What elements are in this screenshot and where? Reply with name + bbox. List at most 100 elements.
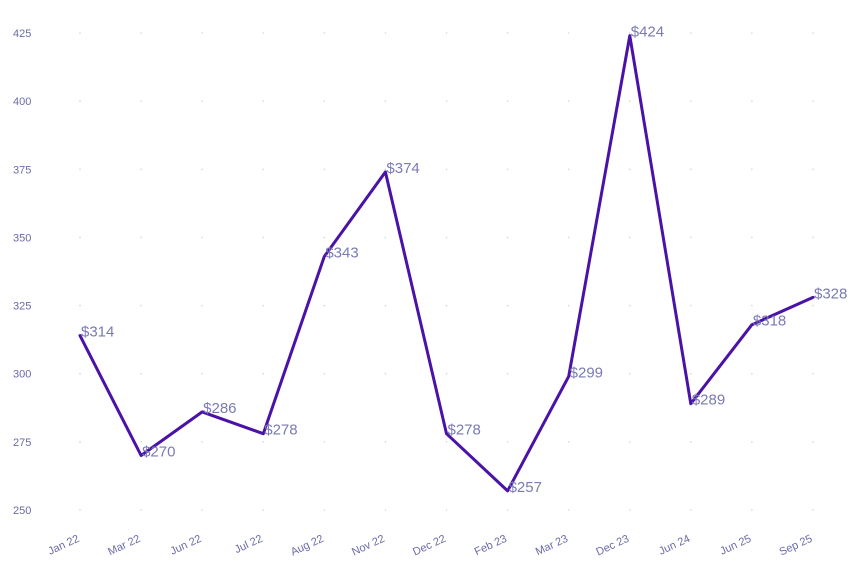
x-tick-label: Jan 22 <box>46 533 81 558</box>
grid-dot <box>79 100 81 102</box>
data-label: $299 <box>570 364 603 381</box>
grid-dot <box>812 509 814 511</box>
y-tick-label: 325 <box>13 301 31 313</box>
grid-dot <box>812 372 814 375</box>
grid-dot <box>567 441 570 443</box>
grid-dot <box>445 304 448 307</box>
grid-dot <box>262 236 265 239</box>
y-tick-label: 350 <box>13 232 31 244</box>
grid-dot <box>323 100 326 102</box>
grid-dot <box>201 168 203 171</box>
grid-dot <box>628 304 631 307</box>
grid-dot <box>445 372 448 375</box>
data-label: $278 <box>264 422 297 439</box>
grid-dot <box>201 372 203 375</box>
grid-dot <box>384 372 387 375</box>
grid-dot <box>384 509 387 511</box>
grid-dot <box>812 304 814 307</box>
data-label: $278 <box>448 422 481 439</box>
grid-dot <box>567 100 570 102</box>
y-tick-label: 300 <box>13 369 31 381</box>
grid-dot <box>262 168 265 171</box>
grid-dot <box>690 32 692 34</box>
x-tick-label: Sep 25 <box>778 533 815 559</box>
grid-dot <box>628 441 631 443</box>
grid-dot <box>567 168 570 171</box>
grid-dot <box>384 236 387 239</box>
x-tick-label: Jun 22 <box>168 533 203 558</box>
grid-dot <box>323 32 326 34</box>
grid-dot <box>628 100 631 102</box>
grid-dot <box>567 509 570 511</box>
y-tick-label: 425 <box>13 28 31 40</box>
grid-dot <box>751 236 753 239</box>
grid-dot <box>445 236 448 239</box>
data-label: $328 <box>814 285 847 302</box>
grid-dot <box>384 100 387 102</box>
data-label: $343 <box>325 245 358 262</box>
grid-dot <box>79 32 81 34</box>
series-line <box>78 34 815 493</box>
grid-dot <box>506 236 509 239</box>
grid-dot <box>812 32 814 34</box>
grid-dot <box>506 304 509 307</box>
grid-dot <box>690 304 692 307</box>
grid-dot <box>812 100 814 102</box>
grid-dot <box>323 441 326 443</box>
grid-dot <box>201 32 203 34</box>
grid-dot <box>751 304 753 307</box>
x-tick-label: Aug 22 <box>289 533 326 559</box>
grid-dot <box>567 304 570 307</box>
x-tick-label: Jul 22 <box>233 533 265 556</box>
grid-dot <box>79 236 81 239</box>
grid-dot <box>201 441 203 443</box>
grid-dot <box>690 168 692 171</box>
x-tick-label: Mar 23 <box>534 533 570 558</box>
y-tick-label: 275 <box>13 437 31 449</box>
grid-dot <box>384 441 387 443</box>
grid-dot <box>140 441 142 443</box>
x-tick-label: Dec 22 <box>411 533 448 559</box>
grid-dot <box>751 32 753 34</box>
grid-dot <box>445 100 448 102</box>
grid-dot <box>140 168 142 171</box>
grid-dot <box>751 372 753 375</box>
grid-dot <box>140 100 142 102</box>
grid-dot <box>79 168 81 171</box>
grid-dot <box>506 441 509 443</box>
grid-dot <box>262 372 265 375</box>
grid-dot <box>445 509 448 511</box>
grid-dot <box>262 304 265 307</box>
grid-dot <box>262 509 265 511</box>
grid-dot <box>79 509 81 511</box>
y-tick-label: 250 <box>13 505 31 517</box>
data-label: $314 <box>81 324 114 341</box>
grid-dot <box>690 509 692 511</box>
grid-dot <box>628 372 631 375</box>
grid-dot <box>201 304 203 307</box>
grid-dot <box>323 236 326 239</box>
grid-dot <box>201 100 203 102</box>
grid-dot <box>690 100 692 102</box>
grid-dot <box>140 32 142 34</box>
x-tick-label: Dec 23 <box>594 533 631 559</box>
grid-dot <box>506 168 509 171</box>
data-label: $270 <box>142 443 175 460</box>
grid-dot <box>628 32 631 34</box>
grid-dot <box>323 509 326 511</box>
grid-dot <box>812 168 814 171</box>
grid-dot <box>384 304 387 307</box>
grid-dot <box>506 372 509 375</box>
grid-dot <box>812 441 814 443</box>
grid-dot <box>140 236 142 239</box>
grid-dot <box>445 441 448 443</box>
grid-dot <box>79 441 81 443</box>
grid-dot <box>262 441 265 443</box>
grid-dot <box>445 32 448 34</box>
x-tick-label: Jun 24 <box>657 533 692 558</box>
y-tick-label: 375 <box>13 164 31 176</box>
data-label: $424 <box>631 24 664 41</box>
x-tick-label: Mar 22 <box>106 533 142 558</box>
grid-dot <box>201 236 203 239</box>
grid-dot <box>506 100 509 102</box>
